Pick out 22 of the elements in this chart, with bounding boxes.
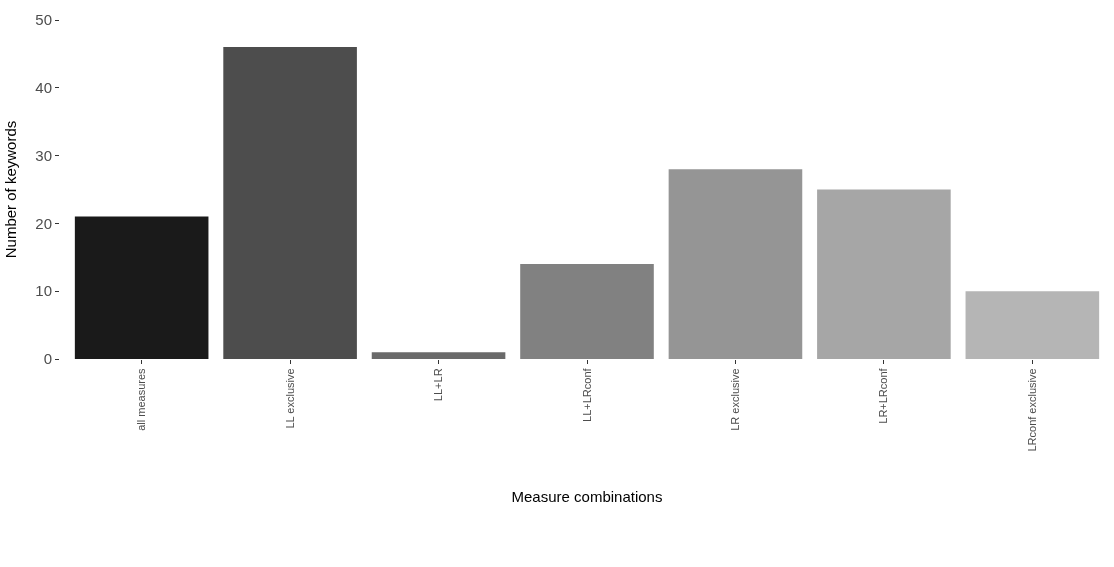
- y-tick-label: 20: [35, 214, 52, 232]
- x-tick-label: LRconf exclusive: [1025, 368, 1038, 452]
- y-tick-label: 0: [43, 350, 52, 368]
- y-axis-title: Number of keywords: [1, 120, 19, 259]
- y-tick-label: 10: [35, 282, 52, 300]
- x-tick-label: all measures: [135, 367, 148, 431]
- x-axis-title: Measure combinations: [511, 487, 663, 505]
- x-tick-label: LL+LRconf: [580, 367, 593, 422]
- x-tick-label: LR exclusive: [729, 368, 742, 431]
- x-tick-label: LR+LRconf: [877, 367, 890, 424]
- bar: [668, 169, 803, 359]
- bar: [223, 47, 357, 359]
- x-tick-label: LL+LR: [432, 368, 445, 402]
- bar: [520, 264, 654, 359]
- bar: [371, 352, 506, 359]
- y-tick-label: 40: [35, 79, 52, 97]
- y-tick-label: 50: [35, 11, 52, 29]
- bar: [965, 291, 1100, 359]
- y-tick-label: 30: [35, 146, 52, 164]
- bar: [74, 216, 209, 359]
- bar: [817, 189, 951, 359]
- x-tick-label: LL exclusive: [283, 368, 296, 429]
